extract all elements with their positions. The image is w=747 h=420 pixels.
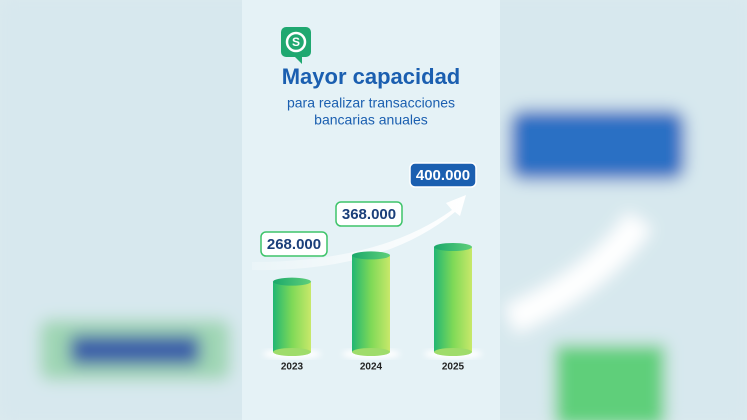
- x-tick-label: 2025: [442, 362, 465, 373]
- value-label-box: [335, 201, 403, 227]
- bar-top: [434, 243, 472, 251]
- bar: [273, 281, 311, 352]
- subtitle: para realizar transacciones: [287, 95, 455, 111]
- subtitle: bancarias anuales: [314, 112, 428, 128]
- bar: [352, 255, 390, 352]
- title: Mayor capacidad: [282, 64, 461, 89]
- bar-top: [273, 277, 311, 286]
- x-tick-label: 2023: [281, 362, 304, 373]
- value-label-box: [260, 231, 328, 257]
- svg-text:S: S: [292, 35, 300, 49]
- bar: [434, 247, 472, 352]
- value-label-box: [409, 162, 477, 188]
- x-tick-label: 2024: [360, 362, 383, 373]
- value-label: 400.000: [416, 167, 470, 184]
- value-label: 268.000: [267, 236, 321, 253]
- value-label: 368.000: [342, 206, 396, 223]
- bar-top: [352, 251, 390, 260]
- bar-base: [434, 348, 472, 356]
- bar-base: [273, 348, 311, 356]
- bar-base: [352, 348, 390, 356]
- logo-icon: S: [281, 27, 311, 64]
